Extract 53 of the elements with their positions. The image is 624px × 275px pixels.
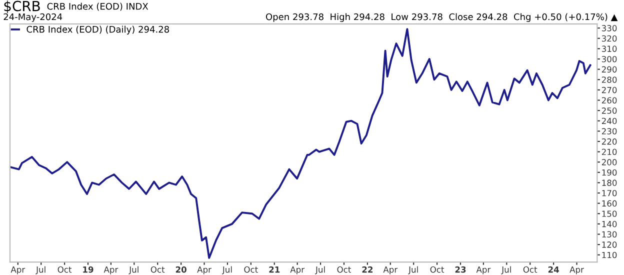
chart-title: $CRB — [4, 0, 40, 14]
x-tick-label: Oct — [430, 266, 444, 273]
y-tick-label: 160 — [602, 200, 617, 207]
x-tick-label: Oct — [58, 266, 72, 273]
x-tick-label: 23 — [455, 266, 466, 273]
y-tick-label: 320 — [602, 35, 617, 42]
text: 24-May-2024 — [4, 13, 62, 22]
x-tick-label: Jul — [36, 266, 46, 274]
y-tick-label: 290 — [602, 66, 617, 73]
y-tick-label: 250 — [602, 108, 617, 114]
x-tick-label: Apr — [104, 266, 118, 274]
y-tick-label: 210 — [602, 148, 617, 156]
x-tick-label: Oct — [150, 266, 165, 273]
y-tick-label: 200 — [602, 159, 617, 166]
x-tick-label: Jul — [315, 266, 325, 274]
x-tick-label: Oct — [523, 266, 538, 273]
y-tick-label: 170 — [602, 190, 617, 196]
x-tick-label: 21 — [269, 266, 280, 273]
y-tick-label: 180 — [602, 180, 617, 186]
x-tick-label: Apr — [476, 266, 491, 274]
y-tick-label: 220 — [602, 138, 617, 145]
x-tick-label: 20 — [176, 266, 186, 273]
y-tick-label: 330 — [602, 25, 617, 32]
y-tick-label: 260 — [602, 97, 617, 104]
y-tick-label: 110 — [602, 252, 617, 258]
y-tick-label: 310 — [602, 46, 617, 52]
y-tick-label: 240 — [602, 118, 617, 124]
y-tick-label: 280 — [602, 76, 617, 83]
y-tick-label: 270 — [602, 86, 617, 94]
x-tick-label: Apr — [197, 266, 212, 274]
x-tick-label: Jul — [501, 266, 511, 274]
x-tick-label: Oct — [337, 266, 351, 273]
y-tick-label: 300 — [602, 56, 617, 62]
x-tick-label: Jul — [222, 266, 232, 274]
y-tick-label: 120 — [602, 242, 617, 248]
text: Open 293.78 High 294.28 Low 293.78 Close 294.28 Chg +0.50 (+0.17%) ▲ — [266, 13, 618, 22]
y-tick-label: 190 — [602, 169, 617, 176]
x-tick-label: Apr — [10, 266, 26, 274]
y-tick-label: 130 — [602, 231, 617, 238]
x-tick-label: Apr — [570, 266, 584, 274]
x-tick-label: 22 — [362, 266, 373, 273]
x-tick-label: Apr — [290, 266, 305, 274]
x-tick-label: Apr — [383, 266, 398, 274]
x-tick-label: Jul — [408, 266, 418, 274]
text: CRB Index (EOD) INDX — [47, 2, 148, 11]
y-tick-label: 150 — [602, 210, 617, 217]
x-tick-label: Jul — [128, 266, 138, 274]
y-tick-label: 230 — [602, 128, 617, 134]
x-tick-label: Oct — [244, 266, 258, 273]
x-tick-label: 24 — [548, 266, 559, 273]
legend-label: CRB Index (EOD) (Daily) 294.28 — [26, 26, 169, 34]
y-tick-label: 140 — [602, 220, 617, 228]
x-tick-label: 19 — [83, 266, 94, 273]
